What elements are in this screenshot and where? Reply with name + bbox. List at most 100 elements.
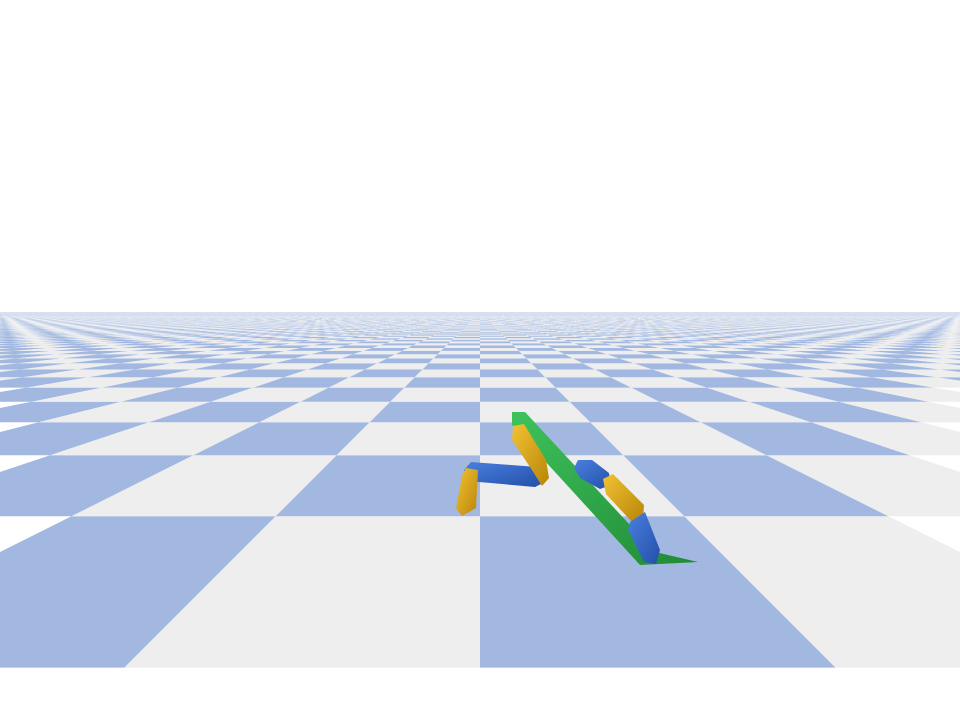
ground-tile (555, 330, 579, 332)
ground-tile (99, 350, 170, 355)
ground-tile (731, 348, 791, 351)
ground-tile (203, 338, 245, 340)
ground-tile (0, 363, 18, 366)
ground-tile (574, 335, 604, 337)
ground-tile (432, 334, 458, 336)
ground-tile (536, 330, 559, 332)
ground-tile (773, 341, 824, 344)
ground-tile (674, 350, 734, 355)
ground-tile (685, 332, 717, 334)
ground-tile (876, 336, 925, 339)
ground-tile (0, 348, 13, 349)
ground-tile (651, 333, 683, 335)
ground-tile (496, 328, 516, 330)
ground-tile (362, 334, 391, 336)
ground-tile (171, 331, 204, 333)
ground-tile (145, 343, 199, 346)
ground-tile (184, 350, 247, 355)
ground-tile (192, 331, 224, 333)
ground-tile (153, 369, 251, 378)
ground-tile (0, 354, 58, 359)
ground-tile (767, 369, 872, 378)
ground-tile (381, 330, 405, 332)
ground-tile (215, 339, 259, 342)
ground-tile (37, 338, 88, 340)
ground-tile (265, 332, 295, 334)
ground-tile (414, 327, 433, 329)
ground-tile (401, 330, 424, 332)
ground-tile (243, 332, 275, 334)
ground-tile (165, 333, 201, 335)
ground-tile (901, 336, 951, 339)
ground-tile (659, 348, 714, 351)
ground-tile (430, 335, 457, 337)
ground-tile (345, 333, 373, 335)
ground-tile (369, 338, 402, 340)
ground-tile (766, 455, 960, 517)
ground-tile (535, 339, 569, 342)
ground-tile (558, 331, 583, 333)
ground-tile (0, 341, 11, 343)
ground-tile (418, 331, 441, 333)
ground-tile (526, 358, 583, 364)
ground-tile (338, 334, 368, 336)
ground-tile (447, 327, 465, 329)
ground-tile (93, 332, 131, 334)
ground-tile (691, 354, 759, 359)
ground-tile (582, 363, 653, 370)
ground-tile (777, 336, 821, 339)
ground-tile (71, 455, 337, 517)
ground-tile (259, 401, 391, 423)
ground-tile (839, 363, 940, 370)
ground-tile (0, 369, 78, 378)
ground-tile (500, 332, 523, 334)
ground-tile (79, 334, 121, 336)
ground-tile (450, 339, 480, 342)
ground-tile (711, 358, 788, 364)
ground-tile (244, 336, 282, 339)
ground-tile (736, 363, 825, 370)
ground-tile (407, 329, 428, 331)
ground-tile (381, 327, 401, 329)
ground-tile (539, 326, 557, 328)
ground-tile (544, 333, 570, 335)
ground-tile (513, 328, 533, 330)
ground-tile (256, 335, 292, 337)
ground-tile (480, 336, 507, 339)
ground-tile (226, 350, 286, 355)
ground-tile (331, 335, 363, 337)
ground-tile (547, 328, 568, 330)
ground-tile (323, 336, 356, 339)
ground-tile (784, 339, 833, 342)
ground-tile (539, 331, 563, 333)
ground-tile (945, 354, 960, 356)
ground-tile (758, 358, 840, 364)
ground-tile (417, 341, 451, 344)
ground-tile (480, 354, 527, 359)
ground-tile (71, 332, 110, 334)
ground-tile (727, 334, 763, 336)
ground-tile (737, 333, 773, 335)
ground-tile (741, 338, 785, 340)
ground-tile (0, 343, 11, 345)
ground-tile (527, 327, 546, 329)
ground-tile (512, 328, 531, 329)
ground-tile (308, 332, 337, 334)
ground-tile (891, 332, 931, 334)
ground-tile (861, 341, 918, 344)
ground-tile (788, 363, 883, 370)
ground-tile (480, 333, 503, 335)
ground-tile (0, 363, 70, 370)
ground-tile (0, 516, 276, 668)
ground-tile (22, 369, 136, 378)
ground-tile (68, 331, 106, 333)
ground-tile (444, 328, 464, 330)
ground-tile (590, 422, 767, 456)
ground-tile (572, 358, 634, 364)
ground-tile (48, 345, 113, 348)
ground-tile (83, 335, 127, 337)
ground-tile (306, 335, 339, 337)
ground-tile (446, 343, 480, 346)
ground-tile (541, 332, 566, 334)
